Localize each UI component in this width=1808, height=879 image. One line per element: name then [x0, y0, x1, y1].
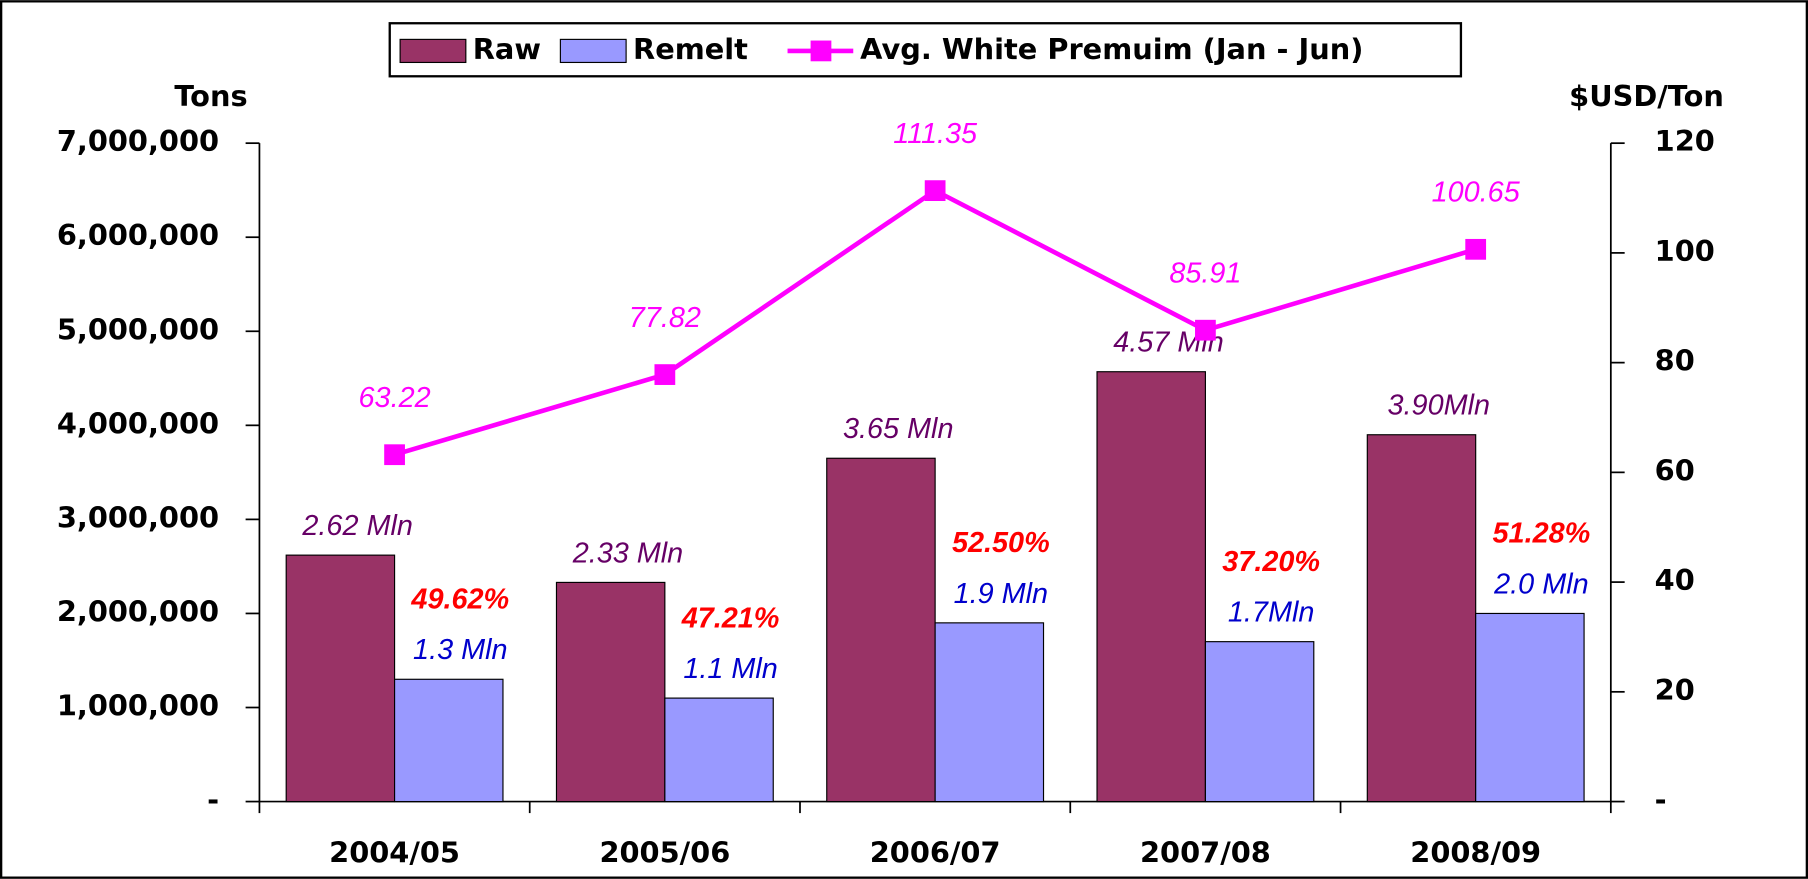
y-tick-label: -: [207, 783, 219, 817]
bar: [1475, 612, 1585, 803]
y2-tick-label: -: [1655, 783, 1667, 817]
legend-label: Remelt: [633, 32, 748, 66]
data-label: 1.7Mln: [1228, 597, 1314, 629]
bar: [285, 554, 396, 803]
line-label: 111.35: [893, 118, 978, 150]
legend-marker: [810, 40, 832, 62]
y2-tick-label: 60: [1655, 453, 1695, 487]
line-marker: [1195, 319, 1216, 341]
y-tick-label: 7,000,000: [57, 124, 219, 158]
x-tick-label: 2004/05: [329, 836, 460, 870]
line-marker: [654, 364, 676, 385]
bar: [394, 678, 504, 803]
y2-tick-label: 20: [1655, 673, 1695, 707]
bar: [934, 622, 1045, 803]
x-tick-label: 2005/06: [599, 836, 730, 870]
bar: [1204, 641, 1315, 803]
bar: [1366, 434, 1477, 803]
percent-label: 49.62%: [410, 583, 509, 615]
data-label: 1.9 Mln: [954, 578, 1048, 610]
y2-axis-title: $USD/Ton: [1569, 79, 1724, 113]
line-marker: [1465, 238, 1487, 260]
data-label: 2.33 Mln: [572, 537, 684, 569]
percent-label: 51.28%: [1493, 518, 1591, 550]
legend-swatch: [559, 38, 627, 64]
percent-label: 52.50%: [952, 527, 1050, 559]
line-marker: [384, 444, 405, 466]
x-tick-label: 2008/09: [1410, 836, 1541, 870]
x-tick-label: 2007/08: [1140, 836, 1271, 870]
data-label: 2.62 Mln: [301, 510, 413, 542]
y2-tick-label: 100: [1655, 234, 1715, 268]
legend-label: Avg. White Premuim (Jan - Jun): [860, 32, 1363, 66]
line-label: 63.22: [359, 382, 431, 414]
bar: [555, 581, 666, 803]
data-label: 3.65 Mln: [843, 413, 954, 445]
data-label: 2.0 Mln: [1493, 568, 1589, 600]
y-axis-title: Tons: [174, 79, 247, 113]
y2-tick-label: 120: [1655, 124, 1715, 158]
data-label: 1.3 Mln: [413, 634, 508, 666]
percent-label: 37.20%: [1222, 546, 1320, 578]
y-tick-label: 5,000,000: [57, 312, 219, 346]
bar: [1096, 371, 1206, 803]
y-tick-label: 6,000,000: [57, 218, 219, 252]
bar: [664, 697, 774, 803]
y2-tick-label: 40: [1655, 563, 1695, 597]
data-label: 3.90Mln: [1388, 390, 1491, 422]
line-label: 85.91: [1169, 257, 1241, 289]
y-tick-label: 4,000,000: [57, 406, 219, 440]
y2-tick-label: 80: [1655, 344, 1695, 378]
line-marker: [924, 180, 946, 202]
y-tick-label: 1,000,000: [57, 689, 219, 723]
y-tick-label: 2,000,000: [57, 594, 219, 628]
line-label: 100.65: [1432, 177, 1521, 209]
line-label: 77.82: [629, 302, 701, 334]
x-tick-label: 2006/07: [870, 836, 1001, 870]
legend-swatch: [399, 38, 467, 64]
bar: [826, 457, 936, 803]
legend-label: Raw: [473, 32, 541, 66]
y-tick-label: 3,000,000: [57, 500, 219, 534]
percent-label: 47.21%: [681, 602, 780, 634]
data-label: 1.1 Mln: [683, 653, 778, 685]
